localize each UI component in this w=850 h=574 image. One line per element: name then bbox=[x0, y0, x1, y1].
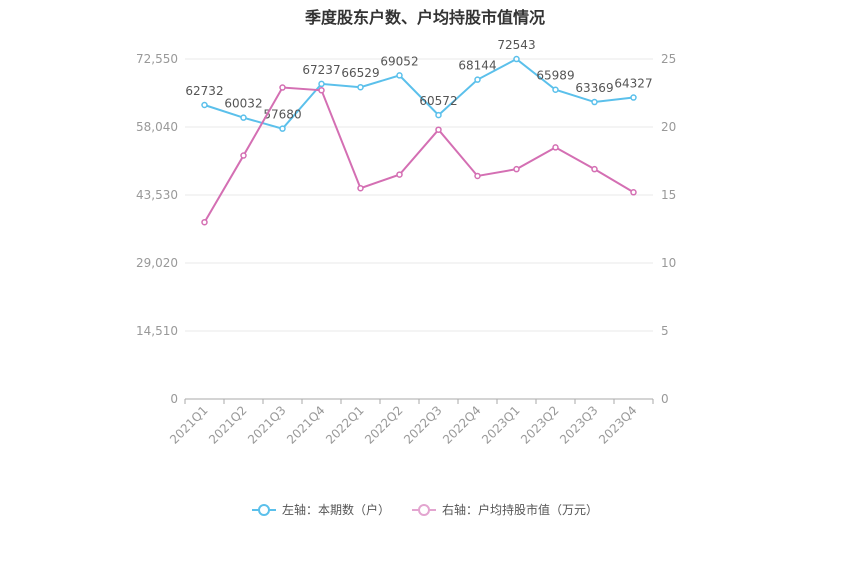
x-tick-label: 2021Q3 bbox=[245, 403, 289, 447]
y-left-tick-label: 72,550 bbox=[136, 52, 178, 66]
data-point-left bbox=[357, 83, 364, 91]
y-left-tick-label: 14,510 bbox=[136, 324, 178, 338]
data-label: 67237 bbox=[302, 63, 340, 77]
data-point-right bbox=[435, 126, 442, 133]
data-label: 62732 bbox=[185, 84, 223, 98]
y-left-tick-label: 29,020 bbox=[136, 256, 178, 270]
data-point-right bbox=[318, 87, 325, 94]
data-point-right bbox=[474, 172, 481, 180]
data-point-left bbox=[396, 72, 403, 79]
data-label: 63369 bbox=[575, 81, 613, 95]
data-point-left bbox=[552, 86, 559, 93]
data-label: 64327 bbox=[614, 77, 652, 91]
data-point-right bbox=[591, 165, 598, 173]
series-line-left bbox=[204, 57, 634, 130]
x-tick-label: 2023Q2 bbox=[518, 403, 562, 447]
data-point-right bbox=[396, 171, 403, 178]
data-point-right bbox=[240, 152, 247, 159]
data-label: 68144 bbox=[458, 59, 496, 73]
x-tick-label: 2021Q4 bbox=[284, 403, 328, 447]
data-label: 57680 bbox=[263, 108, 301, 122]
y-left-tick-label: 0 bbox=[170, 392, 178, 406]
x-tick-label: 2022Q4 bbox=[440, 403, 484, 447]
x-tick-label: 2022Q1 bbox=[323, 403, 367, 447]
data-label: 69052 bbox=[380, 54, 418, 68]
x-tick-label: 2022Q2 bbox=[362, 403, 406, 447]
legend-item-right-series[interactable]: 右轴：户均持股市值（万元） bbox=[412, 501, 598, 518]
legend-label-right: 右轴：户均持股市值（万元） bbox=[442, 503, 599, 517]
data-point-right bbox=[201, 218, 208, 226]
x-tick-label: 2023Q4 bbox=[596, 403, 640, 447]
data-point-right bbox=[357, 184, 364, 192]
y-left-tick-label: 58,040 bbox=[136, 120, 178, 134]
data-point-right bbox=[630, 189, 637, 196]
data-point-left bbox=[513, 55, 520, 63]
chart-title: 季度股东户数、户均持股市值情况 bbox=[304, 8, 545, 27]
legend-item-left-series[interactable]: 左轴：本期数（户） bbox=[251, 501, 390, 518]
x-tick-label: 2021Q2 bbox=[206, 403, 250, 447]
x-tick-label: 2023Q3 bbox=[557, 403, 601, 447]
y-right-tick-label: 20 bbox=[661, 120, 676, 134]
data-point-left bbox=[630, 94, 637, 101]
data-point-right bbox=[552, 144, 559, 151]
x-tick-label: 2022Q3 bbox=[401, 403, 445, 447]
y-right-tick-label: 5 bbox=[661, 324, 669, 338]
data-point-left bbox=[240, 114, 247, 121]
data-label: 65989 bbox=[536, 69, 574, 83]
data-point-right bbox=[513, 165, 520, 173]
data-point-left bbox=[435, 111, 442, 119]
data-point-left bbox=[591, 98, 598, 106]
legend: 左轴：本期数（户） 右轴：户均持股市值（万元） bbox=[0, 501, 850, 518]
y-right-tick-label: 0 bbox=[661, 392, 669, 406]
x-tick-label: 2021Q1 bbox=[167, 403, 211, 447]
legend-label-left: 左轴：本期数（户） bbox=[281, 503, 390, 517]
y-right-tick-label: 25 bbox=[661, 52, 676, 66]
data-label: 66529 bbox=[341, 66, 379, 80]
y-right-tick-label: 15 bbox=[661, 188, 676, 202]
y-right-tick-label: 10 bbox=[661, 256, 676, 270]
data-point-left bbox=[474, 76, 481, 83]
data-point-right bbox=[279, 84, 286, 91]
data-point-left bbox=[201, 101, 208, 109]
x-tick-label: 2023Q1 bbox=[479, 403, 523, 447]
series-line-right bbox=[203, 86, 635, 223]
legend-marker-right bbox=[412, 503, 436, 516]
y-left-tick-label: 43,530 bbox=[136, 188, 178, 202]
data-label: 72543 bbox=[497, 38, 535, 52]
data-point-left bbox=[279, 125, 286, 132]
data-label: 60032 bbox=[224, 97, 262, 111]
legend-marker-left bbox=[251, 503, 276, 516]
data-point-left bbox=[318, 80, 325, 88]
data-label: 60572 bbox=[419, 94, 457, 108]
